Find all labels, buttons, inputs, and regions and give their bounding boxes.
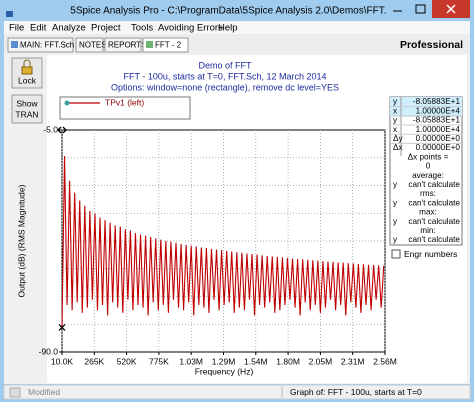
readout-key: y — [393, 116, 398, 125]
tab-icon — [146, 41, 153, 48]
lock-shackle — [23, 59, 31, 67]
readout-key: y — [393, 235, 398, 244]
window-controls — [386, 0, 470, 18]
button-face — [11, 94, 43, 124]
y-axis-label: Output (dB) (RMS Magnitude) — [16, 184, 26, 297]
tab[interactable] — [104, 37, 142, 53]
chart-options: Options: window=none (rectangle), remove… — [111, 82, 339, 92]
readout-text: average: — [412, 171, 444, 180]
readout-key: y — [393, 217, 398, 226]
x-tick-label: 775K — [149, 356, 169, 366]
x-tick-label: 2.05M — [309, 356, 333, 366]
x-tick-label: 265K — [84, 356, 104, 366]
close-icon — [446, 4, 456, 14]
readout-text: max: — [419, 208, 437, 217]
readout-text: Δx points = — [408, 152, 449, 161]
readout-key: y — [393, 198, 398, 207]
menu: File Edit Analyze Project Tools Avoiding Erro… — [9, 23, 238, 34]
x-tick-label: 520K — [117, 356, 137, 366]
plot: 10.0K 265K 520K 775K 1.03M 1.29M 1.54M 1.80M 2.0… — [39, 124, 397, 366]
readout-value: 0.00000E+0 — [416, 134, 461, 143]
checkbox-label: Engr numbers — [404, 249, 457, 259]
x-tick-label: 2.31M — [341, 356, 365, 366]
readout-key: Δx — [393, 143, 403, 152]
maximize-button[interactable] — [410, 0, 432, 18]
readout-value: 1.00000E+4 — [416, 106, 461, 115]
menu-item[interactable]: Project — [91, 23, 121, 34]
show-tran-label: Show — [16, 98, 38, 108]
lock-button[interactable]: Lock — [11, 57, 43, 89]
lock-label: Lock — [18, 75, 37, 85]
readout-text: 0 — [426, 162, 431, 171]
tab-label: REPORTS — [108, 41, 147, 50]
readout-key: y — [393, 97, 398, 106]
tabs: MAIN: FFT.Sch NOTES REPORTS FFT - 2 — [7, 37, 189, 53]
readout-value: 0.00000E+0 — [416, 143, 461, 152]
readout-key: y — [393, 180, 398, 189]
chart-subtitle: FFT - 100u, starts at T=0, FFT.Sch, 12 M… — [123, 71, 326, 81]
show-tran-label: TRAN — [15, 109, 38, 119]
lock-icon — [21, 66, 33, 75]
readout-text: min: — [420, 226, 435, 235]
x-tick-label: 1.80M — [276, 356, 300, 366]
menu-item[interactable]: Edit — [30, 23, 47, 34]
cursor-readout — [389, 96, 463, 246]
menu-item[interactable]: Tools — [131, 23, 153, 34]
legend-marker — [64, 100, 70, 106]
menu-item[interactable]: Analyze — [52, 23, 86, 34]
readout-key: Δy — [393, 134, 403, 143]
minimize-button[interactable] — [386, 0, 410, 18]
readout-rows: y -8.05883E+1 x 1.00000E+4 y -8.05883E+1 x 1.00… — [390, 97, 462, 244]
menu-item[interactable]: Avoiding Errors — [158, 23, 223, 34]
readout-value: can't calculate — [408, 217, 460, 226]
cursor-handle — [57, 126, 67, 134]
window-title: 5Spice Analysis Pro - C:\ProgramData\5Sp… — [70, 6, 403, 17]
chart-title: Demo of FFT — [198, 60, 252, 70]
status-bar — [3, 384, 471, 400]
readout-value: 1.00000E+4 — [416, 125, 461, 134]
readout-value: can't calculate — [408, 198, 460, 207]
checkbox[interactable] — [391, 249, 401, 259]
readout-key: x — [393, 106, 397, 115]
readout-key: x — [393, 125, 397, 134]
menu-item[interactable]: Help — [218, 23, 238, 34]
readout-value: -8.05883E+1 — [413, 97, 461, 106]
maximize-icon — [415, 4, 426, 14]
tab[interactable] — [75, 37, 104, 53]
x-tick-label: 2.56M — [373, 356, 397, 366]
status-left: Modified — [28, 387, 60, 397]
y-tick-label: -5.0 — [43, 124, 58, 134]
status-icon — [9, 387, 21, 398]
tab[interactable] — [142, 37, 189, 53]
readout-text: rms: — [420, 189, 436, 198]
tab[interactable] — [7, 37, 74, 53]
readout-value: can't calculate — [408, 180, 460, 189]
series-line — [61, 156, 385, 328]
show-tran-button[interactable]: Show TRAN — [11, 94, 43, 124]
app-icon — [6, 11, 13, 17]
x-tick-label: 1.03M — [179, 356, 203, 366]
tab-icon — [11, 41, 18, 48]
menu-bar — [4, 21, 470, 34]
button-face — [11, 57, 43, 89]
legend-label: TPv1 (left) — [105, 97, 144, 107]
menu-item[interactable]: File — [9, 23, 24, 34]
tab-label: FFT - 2 — [155, 41, 182, 50]
x-tick-label: 1.54M — [244, 356, 268, 366]
edition-label: Professional — [400, 39, 463, 51]
x-tick-label: 10.0K — [51, 356, 74, 366]
x-axis-label: Frequency (Hz) — [195, 366, 254, 376]
x-tick-label: 1.29M — [212, 356, 236, 366]
tab-label: NOTES — [79, 41, 107, 50]
readout-value: -8.05883E+1 — [413, 116, 461, 125]
status-right: Graph of: FFT - 100u, starts at T=0 — [290, 387, 422, 397]
readout-value: can't calculate — [408, 235, 460, 244]
y-tick-label: -90.0 — [39, 346, 59, 356]
tab-label: MAIN: FFT.Sch — [20, 41, 74, 50]
cursor-marker — [58, 323, 66, 331]
